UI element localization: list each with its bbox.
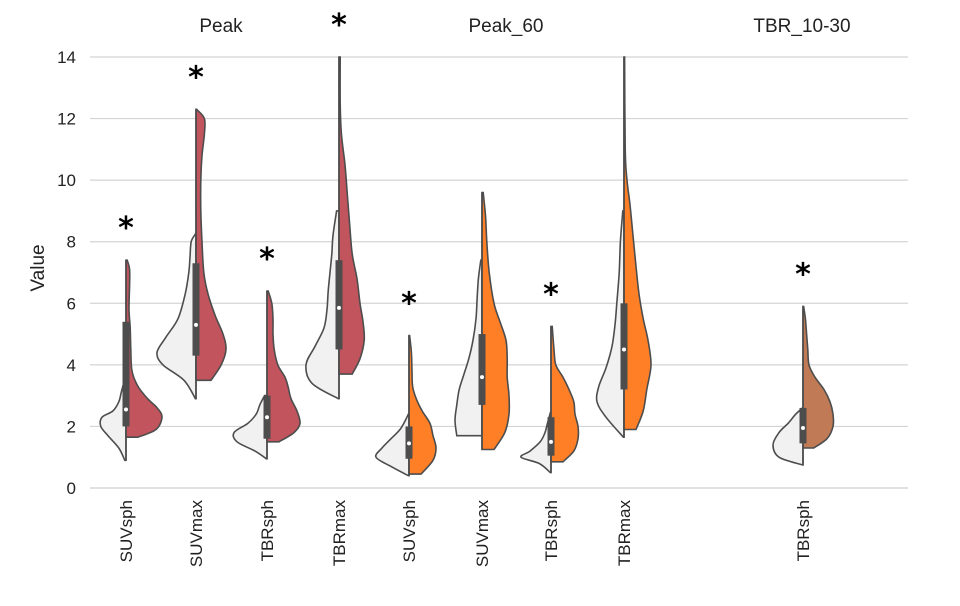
violin-tbrsph-peak [232,290,301,460]
violin-left-half [99,376,127,462]
median-point [124,407,128,412]
violins [99,56,835,477]
x-tick-label: TBRsph [542,500,561,561]
violin-right-half [550,325,580,463]
violin-right-half [266,290,301,443]
significance-marker: * [543,277,559,312]
violin-suvsph-peak [99,259,163,462]
x-tick-label: SUVsph [400,500,419,562]
y-tick-label: 10 [57,171,76,190]
violin-right-half [623,56,652,431]
violin-left-half [232,394,268,460]
violin-suvsph-peak-60 [374,334,437,477]
significance-marker: * [795,257,811,292]
violin-tbrsph-tbr-10-30 [772,305,835,466]
median-point [801,425,805,430]
median-point [337,305,341,310]
significance-marker: * [188,60,204,95]
violin-tbrmax-peak [305,56,366,400]
gridlines: 0 2 4 6 8 10 12 14 [57,48,908,498]
median-point [194,322,198,327]
x-tick-label: SUVmax [473,500,492,568]
group-title-peak: Peak [199,16,243,37]
iqr-box [192,263,200,356]
labels: Value Peak Peak_60 TBR_10-30 * SUVsph * SUV… [28,8,851,567]
y-tick-label: 6 [67,294,76,313]
y-tick-label: 2 [67,417,76,436]
significance-marker: * [401,287,417,322]
group-title-peak-60: Peak_60 [468,16,543,37]
median-point [549,439,553,444]
iqr-box [122,321,130,427]
violin-left-half [374,413,410,477]
iqr-box [478,334,486,405]
x-tick-label: TBRsph [258,500,277,561]
iqr-box [335,260,343,350]
y-tick-label: 12 [57,110,76,129]
x-tick-label: TBRsph [794,500,813,561]
significance-marker: * [331,8,347,43]
median-point [622,347,626,352]
median-point [407,441,411,446]
violin-tbrsph-peak-60 [520,325,580,474]
median-point [480,375,484,380]
violin-tbrmax-peak-60 [595,56,652,438]
y-tick-label: 8 [67,233,76,252]
violin-left-half [595,210,625,438]
violin-right-half [125,259,163,438]
group-title-tbr-10-30: TBR_10-30 [753,16,850,37]
significance-marker: * [118,211,134,246]
y-tick-label: 14 [57,48,76,67]
violin-right-half [338,56,366,375]
y-tick-label: 4 [67,356,76,375]
violin-left-half [520,411,552,474]
violin-right-half [408,334,437,475]
violin-left-half [772,407,804,466]
violin-right-half [802,305,835,449]
median-point [265,415,269,420]
x-tick-label: SUVsph [117,500,136,562]
iqr-box [799,407,807,444]
iqr-box [620,303,628,390]
violin-left-half [305,210,340,400]
violin-right-half [481,191,511,451]
y-tick-label: 0 [67,479,76,498]
x-tick-label: SUVmax [187,500,206,568]
violin-suvmax-peak-60 [454,191,511,451]
violin-left-half [454,259,483,437]
iqr-box [547,417,555,456]
violin-left-half [156,233,197,400]
significance-marker: * [259,242,275,277]
y-axis-title: Value [28,244,49,291]
violin-right-half [195,108,227,382]
x-tick-label: TBRmax [615,500,634,567]
violin-suvmax-peak [156,108,227,400]
x-tick-label: TBRmax [330,500,349,567]
